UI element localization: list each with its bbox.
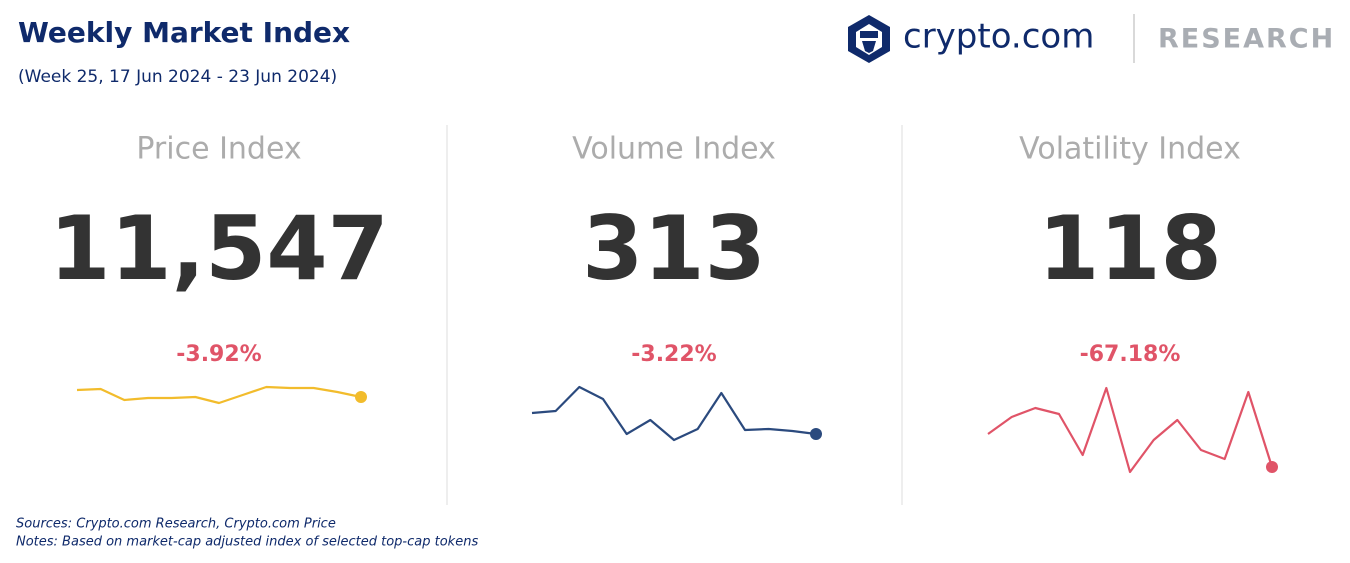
change-value: -67.18% — [1080, 342, 1181, 367]
last-point — [1266, 461, 1278, 473]
change-value: -3.22% — [631, 342, 716, 367]
notes: Notes: Based on market-cap adjusted inde… — [16, 535, 478, 550]
last-point — [355, 391, 367, 403]
index-value: 118 — [1038, 197, 1222, 300]
logo-label: RESEARCH — [1158, 24, 1335, 55]
index-value: 11,547 — [49, 197, 389, 300]
panel-title: Volume Index — [572, 132, 776, 167]
title: Weekly Market Index — [18, 16, 350, 49]
panel-title: Volatility Index — [1019, 132, 1241, 167]
sparkline — [531, 385, 817, 442]
sources: Sources: Crypto.com Research, Crypto.com… — [16, 517, 336, 532]
logo-brand: crypto.com — [903, 17, 1094, 57]
change-value: -3.92% — [176, 342, 261, 367]
index-value: 313 — [582, 197, 766, 300]
sparkline — [987, 386, 1274, 474]
logo-icon — [848, 15, 890, 63]
subtitle: (Week 25, 17 Jun 2024 - 23 Jun 2024) — [18, 67, 337, 87]
last-point — [810, 428, 822, 440]
sparkline — [76, 385, 362, 405]
panel-title: Price Index — [136, 132, 301, 167]
